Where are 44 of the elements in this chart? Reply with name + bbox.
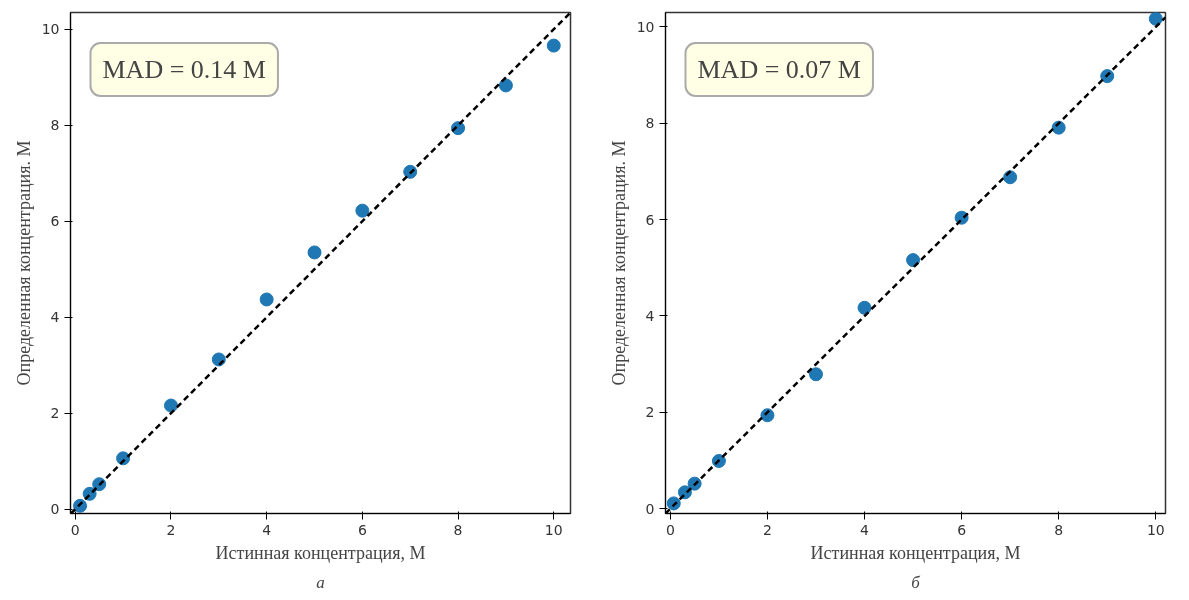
y-tick-label: 0 xyxy=(50,501,60,518)
x-tick-label: 10 xyxy=(1146,521,1165,538)
y-tick-label: 8 xyxy=(645,115,655,132)
y-axis-title: Определенная концентрация. М xyxy=(608,140,629,386)
y-tick-label: 4 xyxy=(50,309,60,326)
x-tick-label: 4 xyxy=(262,521,272,538)
x-tick-label: 0 xyxy=(665,521,675,538)
point xyxy=(355,203,370,218)
annotation: MAD = 0.14 M xyxy=(102,55,266,84)
point xyxy=(307,245,322,260)
text: б xyxy=(911,572,921,592)
point xyxy=(906,253,921,268)
y-tick-label: 4 xyxy=(645,307,655,324)
y-tick-label: 8 xyxy=(50,117,60,134)
point xyxy=(1148,12,1163,26)
x-axis-title: Истинная концентрация, М xyxy=(810,542,1021,563)
point xyxy=(546,38,561,53)
annotation: MAD = 0.07 M xyxy=(697,55,861,84)
x-tick-label: 8 xyxy=(453,521,463,538)
x-tick-label: 2 xyxy=(166,521,176,538)
x-tick-label: 8 xyxy=(1054,521,1064,538)
y-tick-label: 10 xyxy=(636,18,655,35)
point xyxy=(808,367,823,382)
y-tick-label: 0 xyxy=(645,500,655,517)
point xyxy=(498,78,513,93)
y-tick-label: 2 xyxy=(645,404,655,421)
x-tick-label: 2 xyxy=(762,521,772,538)
y-tick-label: 10 xyxy=(41,21,60,38)
point xyxy=(857,300,872,315)
x-axis-title: Истинная концентрация, М xyxy=(215,542,426,563)
point xyxy=(211,352,226,367)
y-tick-label: 6 xyxy=(50,213,60,230)
y-tick-label: 6 xyxy=(645,211,655,228)
x-tick-label: 4 xyxy=(860,521,870,538)
x-tick-label: 10 xyxy=(544,521,563,538)
y-tick-label: 2 xyxy=(50,405,60,422)
text: а xyxy=(316,572,325,592)
x-tick-label: 6 xyxy=(957,521,967,538)
point xyxy=(163,398,178,413)
x-tick-label: 0 xyxy=(70,521,80,538)
point xyxy=(666,496,681,511)
x-tick-label: 6 xyxy=(357,521,367,538)
y-axis-title: Определенная концентрация. М xyxy=(13,140,34,386)
point xyxy=(259,292,274,307)
